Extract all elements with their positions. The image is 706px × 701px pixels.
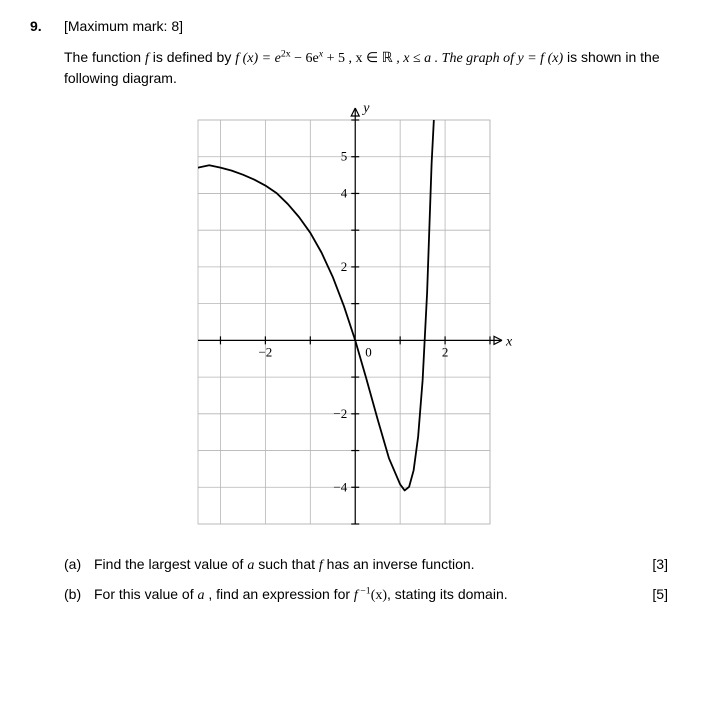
stem-text: The function [64, 49, 145, 65]
svg-text:−4: −4 [333, 479, 347, 494]
part-text: Find the largest value of a such that f … [94, 556, 642, 574]
question-parts: (a) Find the largest value of a such tha… [64, 556, 668, 604]
function-graph: −2 0 2 5 4 2 −2 −4 y x [184, 98, 514, 538]
part-text: For this value of a , find an expression… [94, 586, 642, 604]
svg-text:2: 2 [442, 344, 449, 359]
svg-text:y: y [361, 101, 370, 116]
stem-eq: f (x) = e2x − 6ex + 5 , x ∈ ℝ , x ≤ a . … [235, 51, 563, 66]
part-marks: [3] [642, 556, 668, 572]
svg-text:−2: −2 [258, 344, 272, 359]
question-header: 9. [Maximum mark: 8] [30, 18, 668, 34]
svg-text:0: 0 [365, 344, 372, 359]
stem-text: is defined by [149, 49, 235, 65]
chart-container: −2 0 2 5 4 2 −2 −4 y x [30, 98, 668, 538]
svg-text:4: 4 [341, 185, 348, 200]
part-label: (a) [64, 556, 94, 572]
part-b: (b) For this value of a , find an expres… [64, 586, 668, 604]
part-label: (b) [64, 586, 94, 602]
question-stem: The function f is defined by f (x) = e2x… [64, 48, 668, 88]
part-marks: [5] [642, 586, 668, 602]
question-number: 9. [30, 18, 64, 34]
svg-text:5: 5 [341, 149, 348, 164]
part-a: (a) Find the largest value of a such tha… [64, 556, 668, 574]
svg-text:2: 2 [341, 259, 348, 274]
svg-text:−2: −2 [333, 406, 347, 421]
svg-text:x: x [505, 334, 513, 349]
max-mark: [Maximum mark: 8] [64, 18, 183, 34]
